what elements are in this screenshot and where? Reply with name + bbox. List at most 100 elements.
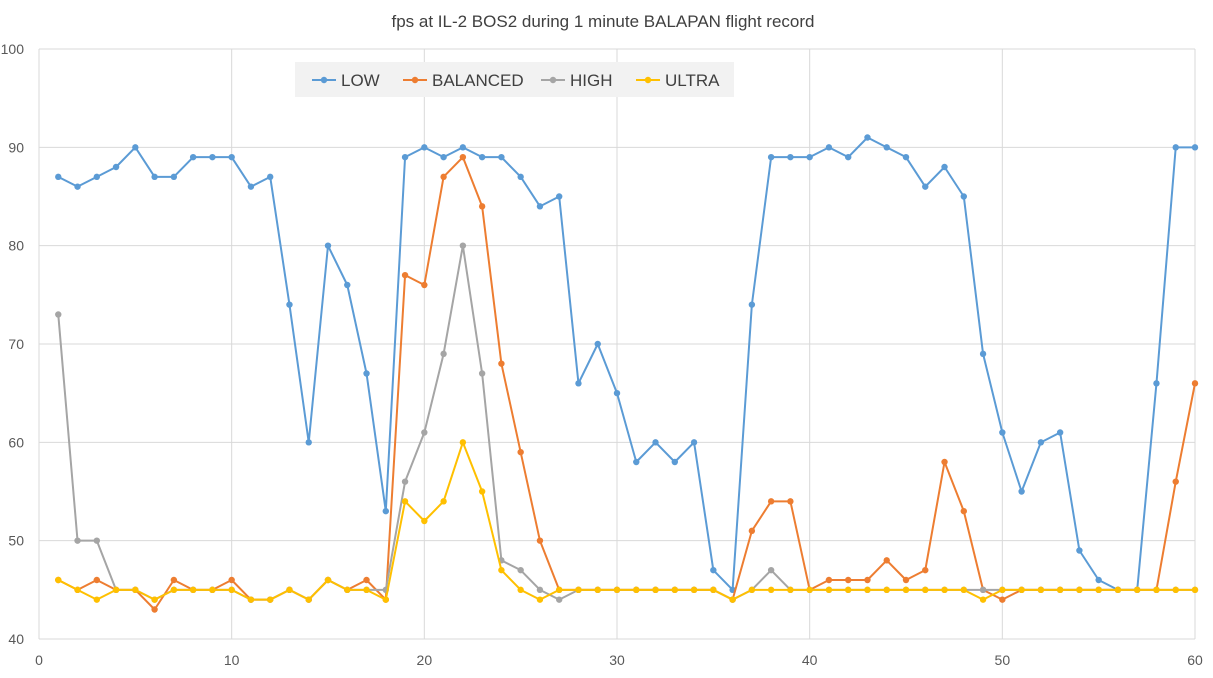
data-point-low (401, 153, 409, 161)
data-point-ultra (1056, 586, 1064, 594)
x-tick-label: 10 (224, 652, 240, 668)
data-point-ultra (536, 596, 544, 603)
data-point-ultra (806, 586, 813, 594)
series-layer (55, 134, 1199, 613)
data-point-low (999, 429, 1006, 436)
data-point-low (767, 153, 775, 161)
data-point-low (344, 281, 351, 289)
data-point-ultra (767, 586, 775, 594)
data-point-low (1056, 429, 1064, 436)
data-point-low (787, 153, 794, 161)
data-point-low (613, 389, 621, 397)
y-axis-tick-labels: 40 50 60 70 80 90 100 (1, 41, 25, 647)
data-point-high (74, 537, 81, 544)
data-point-low (228, 153, 235, 161)
data-point-balanced (421, 281, 428, 289)
data-point-balanced (787, 498, 794, 505)
data-point-ultra (902, 586, 910, 594)
data-point-ultra (748, 586, 756, 594)
gridlines (38, 48, 1196, 640)
data-point-low (112, 163, 120, 171)
y-tick-label: 90 (8, 139, 24, 155)
data-point-balanced (864, 576, 871, 584)
data-point-low (536, 203, 544, 210)
data-point-balanced (999, 596, 1006, 603)
data-point-low (189, 153, 197, 161)
data-point-ultra (170, 586, 178, 594)
data-point-ultra (478, 488, 486, 495)
data-point-low (209, 153, 216, 161)
legend-label-balanced: BALANCED (432, 71, 524, 90)
y-tick-label: 100 (1, 41, 25, 57)
data-point-ultra (613, 586, 621, 594)
data-point-low (440, 153, 447, 161)
data-point-ultra (151, 596, 158, 603)
y-tick-label: 60 (8, 434, 24, 450)
data-point-low (941, 163, 948, 171)
data-point-balanced (825, 576, 833, 584)
data-point-low (517, 173, 524, 181)
data-point-ultra (787, 586, 794, 594)
data-point-balanced (1191, 380, 1199, 387)
data-point-balanced (1172, 478, 1179, 485)
data-point-balanced (478, 203, 486, 210)
data-point-low (594, 340, 601, 348)
data-point-ultra (1134, 586, 1141, 594)
data-point-ultra (825, 586, 833, 594)
data-point-ultra (883, 586, 890, 594)
data-point-ultra (979, 596, 987, 603)
data-point-high (536, 586, 544, 594)
data-point-low (382, 507, 389, 515)
data-point-low (690, 439, 698, 446)
data-point-balanced (440, 173, 447, 181)
data-point-high (517, 566, 524, 574)
data-point-low (286, 301, 293, 308)
data-point-balanced (401, 271, 409, 279)
chart-title: fps at IL-2 BOS2 during 1 minute BALAPAN… (391, 12, 814, 31)
data-point-low (267, 173, 274, 181)
data-point-balanced (517, 448, 524, 456)
data-point-low (1153, 380, 1160, 387)
data-point-ultra (1037, 586, 1045, 594)
data-point-ultra (382, 596, 389, 603)
data-point-low (575, 380, 582, 387)
data-point-ultra (324, 576, 332, 584)
data-point-ultra (1018, 586, 1025, 594)
x-tick-label: 20 (417, 652, 433, 668)
data-point-balanced (941, 458, 948, 466)
data-point-ultra (1076, 586, 1083, 594)
data-point-balanced (536, 537, 544, 544)
legend-label-low: LOW (341, 71, 380, 90)
data-point-high (93, 537, 101, 544)
data-point-low (363, 370, 370, 377)
data-point-ultra (93, 596, 101, 603)
data-point-ultra (556, 586, 563, 594)
data-point-low (324, 242, 332, 249)
data-point-low (979, 350, 987, 358)
y-tick-label: 50 (8, 533, 24, 549)
data-point-ultra (999, 586, 1006, 594)
legend-background (295, 62, 734, 97)
data-point-ultra (517, 586, 524, 594)
data-point-ultra (633, 586, 640, 594)
data-point-ultra (941, 586, 948, 594)
data-point-low (1095, 576, 1102, 584)
legend-marker-ultra (644, 76, 652, 84)
data-point-ultra (267, 596, 274, 603)
data-point-low (478, 153, 486, 161)
data-point-ultra (1114, 586, 1122, 594)
data-point-high (421, 429, 428, 436)
data-point-ultra (1153, 586, 1160, 594)
data-point-ultra (55, 576, 62, 584)
data-point-low (170, 173, 178, 181)
data-point-balanced (93, 576, 101, 584)
data-point-low (922, 183, 929, 190)
data-point-ultra (421, 517, 428, 525)
data-point-low (960, 193, 967, 200)
data-point-low (1037, 439, 1045, 446)
x-tick-label: 60 (1187, 652, 1203, 668)
data-point-low (74, 183, 81, 190)
data-point-ultra (1172, 586, 1179, 594)
